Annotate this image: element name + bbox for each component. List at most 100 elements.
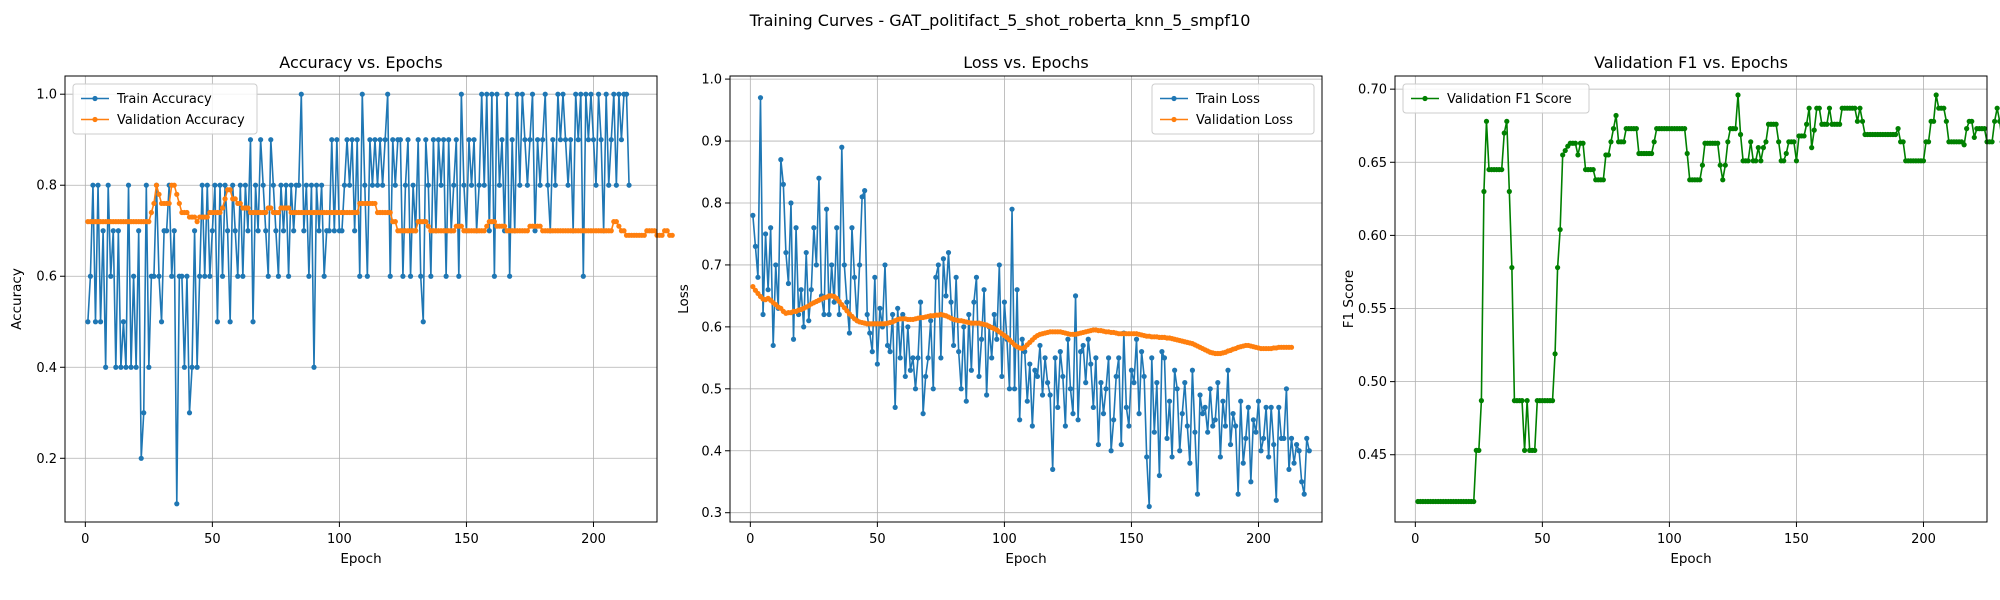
x-tick-label: 0 [1411,532,1419,547]
data-point [415,137,421,143]
data-point [242,182,248,188]
data-point [545,182,551,188]
data-point [585,137,592,143]
data-point [608,228,614,234]
data-point [996,262,1002,268]
data-point [550,137,556,143]
data-point [1575,152,1581,158]
data-point [971,299,977,305]
x-tick-label: 50 [869,532,886,547]
series-line [752,96,1311,508]
data-point [540,137,546,143]
plot-frame [729,75,1323,523]
data-point [1478,398,1484,404]
data-point [945,249,952,256]
x-tick-label: 50 [1534,532,1551,547]
x-axis-label: Epoch [1005,551,1046,567]
data-point [380,182,386,188]
data-point [606,182,612,188]
data-point [1263,404,1269,410]
data-point [1045,380,1051,386]
data-point [882,262,888,268]
data-point [291,228,297,234]
data-point [849,225,855,231]
data-point [1233,423,1239,429]
data-point [568,137,574,143]
data-point [176,200,182,207]
data-point [87,273,94,279]
data-point [752,243,759,249]
data-point [255,228,261,234]
data-point [907,367,913,373]
data-point [1971,134,1977,141]
data-point [1128,367,1135,373]
data-point [1783,150,1789,157]
data-point [562,137,569,143]
data-point [923,373,929,380]
data-point [519,91,525,97]
data-point [846,330,853,336]
data-point [603,91,609,97]
data-point [420,319,426,325]
data-point [790,336,797,342]
x-tick-label: 150 [1119,532,1144,547]
data-point [298,91,304,97]
data-point [1103,386,1109,392]
data-point [821,311,827,318]
y-tick-label: 0.50 [1358,375,1387,390]
subplot-3: 0 50 100 150 200 0.45 0.50 0.55 0.60 0.65 0.70 Vali… [1341,53,2000,567]
data-point [1572,140,1578,146]
data-point [524,182,531,188]
figure-title: Training Curves - GAT_politifact_5_shot_… [749,11,1251,31]
x-tick-label: 200 [1246,532,1271,547]
data-point [595,91,602,97]
data-point [958,386,964,392]
data-point [438,182,444,188]
data-point [1095,441,1102,448]
data-point [1296,448,1302,454]
data-point [1108,448,1114,454]
data-point [575,137,581,143]
data-point [344,137,350,143]
data-point [905,324,911,330]
data-point [859,194,865,200]
data-point [917,299,924,305]
data-point [1222,423,1229,429]
data-point [227,187,233,193]
data-point [1283,386,1290,392]
y-tick-label: 0.45 [1358,448,1387,463]
data-point [1126,423,1132,429]
data-point [1483,118,1490,124]
data-point [222,182,228,188]
subplot-2: 0 50 100 150 200 0.3 0.4 0.5 0.6 0.7 0.8 0.9 1.0 Loss… [676,53,1323,567]
data-point [1111,417,1117,423]
data-point [1154,380,1160,386]
data-point [573,91,579,97]
data-point [1776,139,1782,145]
subplot-title: Accuracy vs. Epochs [279,53,442,72]
data-point [237,182,243,188]
data-point [466,137,472,143]
data-point [296,182,302,188]
data-point [1118,441,1124,448]
data-point [468,182,475,188]
data-point [1989,139,1995,145]
data-point [836,311,842,318]
legend-label: Train Loss [1195,92,1260,107]
data-point [197,273,203,279]
data-point [1755,145,1761,151]
data-point [611,91,617,97]
data-point [532,228,538,234]
data-point [1610,126,1617,132]
data-point [1266,454,1272,460]
data-point [641,232,647,238]
data-point [481,182,487,188]
data-point [1250,417,1256,423]
data-point [425,182,431,188]
data-point [1304,435,1310,441]
data-point [199,182,205,188]
y-tick-label: 0.7 [701,258,722,273]
data-point [1748,139,1754,145]
data-point [1499,166,1505,173]
data-point [486,228,492,234]
